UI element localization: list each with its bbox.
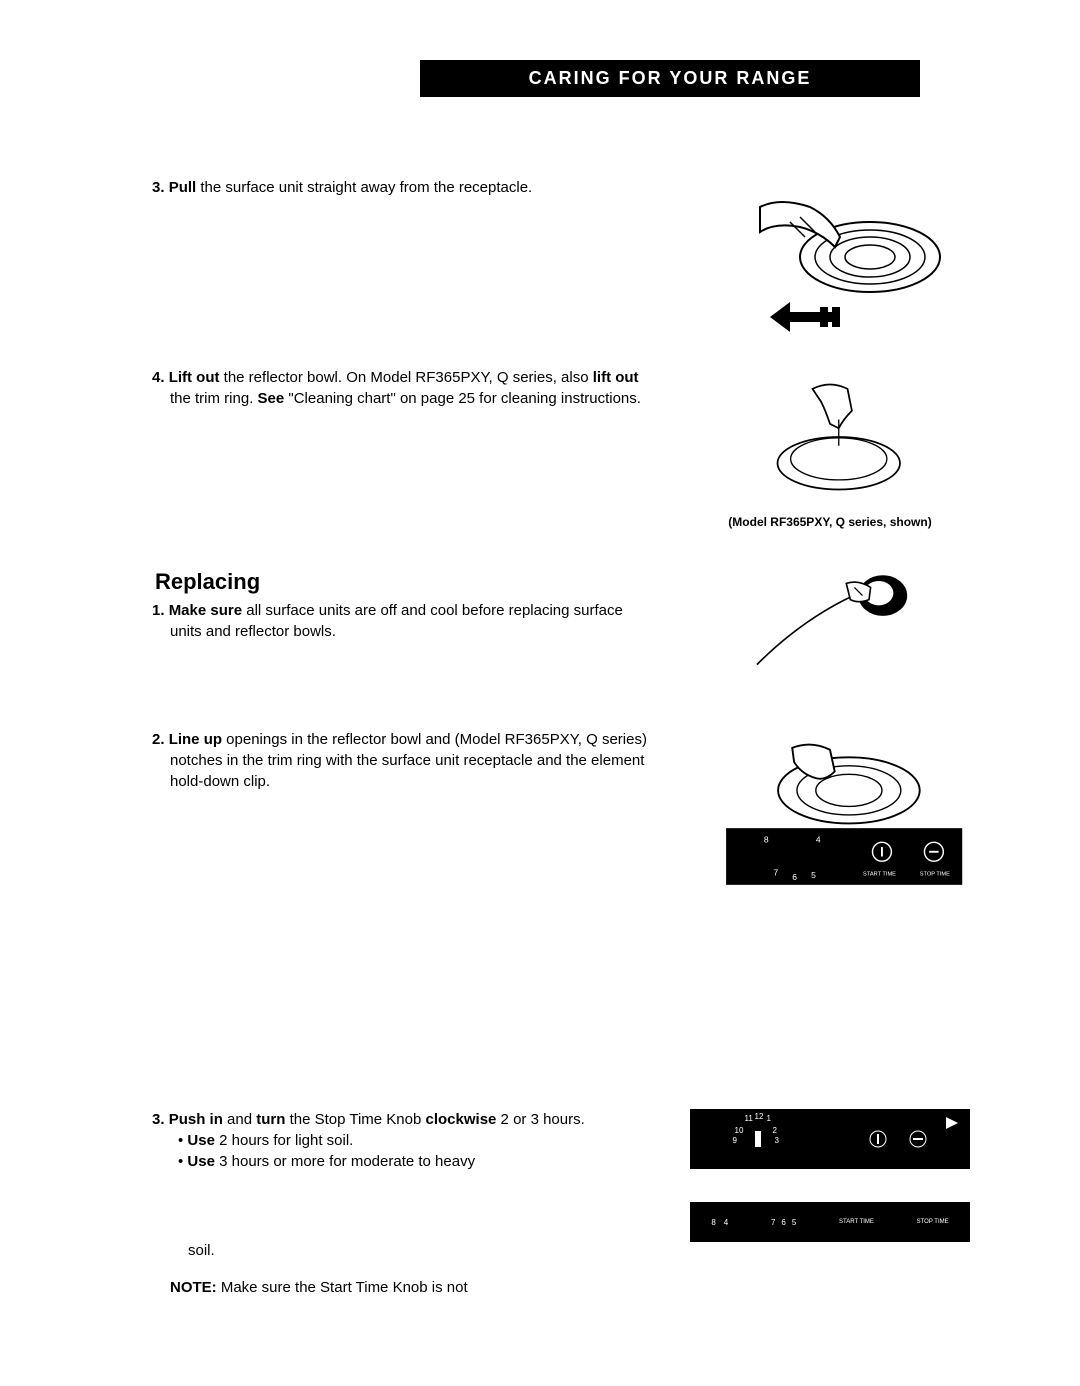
step-3-text: 3. Pull the surface unit straight away f… — [100, 177, 680, 198]
replacing-heading: Replacing — [155, 569, 650, 595]
note: NOTE: Make sure the Start Time Knob is n… — [170, 1279, 650, 1296]
svg-text:4: 4 — [816, 834, 821, 844]
step-4-row: 4. Lift out the reflector bowl. On Model… — [100, 367, 980, 529]
replacing-step-2: 2. Line up openings in the reflector bow… — [170, 729, 650, 792]
illustration-receptacle — [680, 559, 980, 689]
illustration-pull — [680, 177, 980, 337]
step-3-knob-text: 3. Push in and turn the Stop Time Knob c… — [100, 1109, 680, 1172]
note-row: soil. NOTE: Make sure the Start Time Kno… — [100, 1202, 980, 1296]
replacing-step-3: 3. Push in and turn the Stop Time Knob c… — [170, 1109, 650, 1130]
clock-panel-2: 8 4 7 6 5 START TIME STOP TIME — [680, 1202, 980, 1242]
spacer — [100, 929, 980, 1109]
replacing-step-2-text: 2. Line up openings in the reflector bow… — [100, 729, 680, 792]
clock-knobs — [868, 1129, 928, 1149]
svg-text:6: 6 — [792, 872, 797, 882]
illustration-lineup: 8 4 7 6 5 START TIME STOP TIME — [680, 729, 980, 899]
lift-bowl-illustration — [700, 367, 960, 507]
clock-nums-2: 8 4 — [711, 1218, 728, 1227]
step-3-row: 3. Pull the surface unit straight away f… — [100, 177, 980, 337]
step-3-knob-row: 3. Push in and turn the Stop Time Knob c… — [100, 1109, 980, 1172]
start-time-label: START TIME — [839, 1219, 874, 1225]
svg-text:7: 7 — [773, 867, 778, 877]
clock-nums-bottom-2: 7 6 5 — [771, 1218, 796, 1227]
bullet-1: • Use 2 hours for light soil. — [188, 1130, 650, 1151]
soil-continuation: soil. — [188, 1242, 650, 1259]
step-4-text: 4. Lift out the reflector bowl. On Model… — [100, 367, 680, 409]
note-text-col: soil. NOTE: Make sure the Start Time Kno… — [100, 1202, 680, 1296]
clock-display-1: 11 12 1 10 2 9 3 — [690, 1109, 970, 1169]
model-caption: (Model RF365PXY, Q series, shown) — [728, 515, 931, 529]
lineup-illustration: 8 4 7 6 5 START TIME STOP TIME — [690, 729, 970, 899]
svg-text:5: 5 — [811, 870, 816, 880]
pull-unit-illustration — [700, 177, 960, 337]
replacing-text: Replacing 1. Make sure all surface units… — [100, 559, 680, 642]
header-title: CARING FOR YOUR RANGE — [529, 68, 812, 88]
clock-display-2: 8 4 7 6 5 START TIME STOP TIME — [690, 1202, 970, 1242]
replacing-step-1: 1. Make sure all surface units are off a… — [170, 600, 650, 642]
step-4: 4. Lift out the reflector bowl. On Model… — [170, 367, 650, 409]
step-3: 3. Pull the surface unit straight away f… — [170, 177, 650, 198]
svg-text:STOP TIME: STOP TIME — [920, 871, 950, 877]
svg-text:8: 8 — [764, 834, 769, 844]
svg-text:START TIME: START TIME — [863, 871, 896, 877]
arrow-icon — [946, 1117, 958, 1129]
receptacle-illustration — [700, 559, 960, 689]
clock-panel-1: 11 12 1 10 2 9 3 — [680, 1109, 980, 1169]
header-bar: CARING FOR YOUR RANGE — [420, 60, 920, 97]
illustration-lift: (Model RF365PXY, Q series, shown) — [680, 367, 980, 529]
bullet-2: • Use 3 hours or more for moderate to he… — [188, 1151, 650, 1172]
replacing-step-2-row: 2. Line up openings in the reflector bow… — [100, 729, 980, 899]
replacing-section: Replacing 1. Make sure all surface units… — [100, 559, 980, 689]
clock-face-1: 11 12 1 10 2 9 3 — [733, 1114, 783, 1164]
stop-time-label: STOP TIME — [917, 1219, 949, 1225]
